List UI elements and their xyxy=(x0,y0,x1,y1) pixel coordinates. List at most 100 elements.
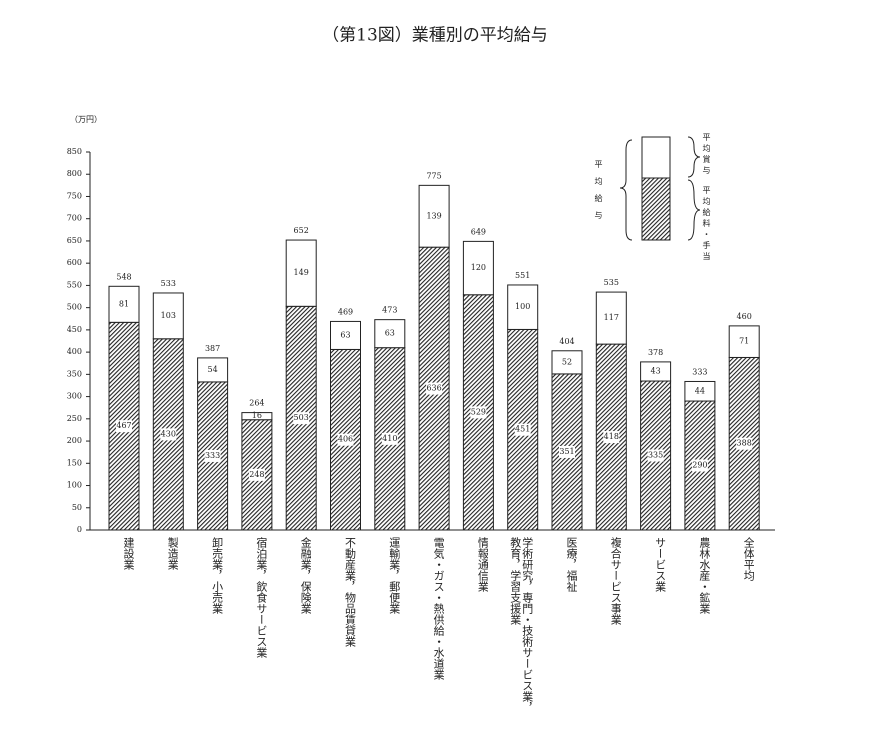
value-label-bg xyxy=(647,449,664,462)
y-unit: （万円） xyxy=(70,115,102,124)
value-label: 103 xyxy=(161,311,176,320)
x-tick-label-box: 建設業 xyxy=(122,537,134,570)
value-label: 63 xyxy=(340,330,350,339)
bar-segment xyxy=(285,239,317,307)
legend-title: 平均給与 xyxy=(594,160,603,228)
legend-label: 平均賞与 xyxy=(702,133,711,177)
value-label-bg xyxy=(293,412,310,425)
total-label: 264 xyxy=(249,399,264,408)
bar-segment xyxy=(551,350,583,375)
x-tick-label: 宿泊業，飲食サービス業 xyxy=(254,537,267,658)
value-label: 467 xyxy=(116,421,131,430)
x-tick-label-box: 学術研究，専門・技術サービス業，教育，学習支援業 xyxy=(508,537,533,713)
total-label: 551 xyxy=(515,271,530,280)
y-tick-label: 200 xyxy=(67,436,82,445)
value-label-bg xyxy=(426,382,443,395)
bar-segment xyxy=(418,184,450,248)
x-tick-label-box: 情報通信業 xyxy=(476,537,489,592)
y-tick-label: 150 xyxy=(67,458,82,467)
x-tick-label: 全体平均 xyxy=(742,537,755,581)
value-label-bg xyxy=(691,459,708,472)
total-label: 378 xyxy=(648,348,663,357)
y-tick-label: 800 xyxy=(67,169,82,178)
legend-swatch xyxy=(641,177,671,241)
bar-segment xyxy=(197,357,229,383)
x-tick-label: 学術研究，専門・技術サービス業，教育，学習支援業 xyxy=(508,537,533,713)
x-tick-label-box: 電気・ガス・熱供給・水道業 xyxy=(432,537,445,680)
x-tick-label-box: 農林水産・鉱業 xyxy=(698,537,710,614)
x-tick-label: 運輸業，郵便業 xyxy=(387,537,400,614)
x-tick-label-box: 金融業，保険業 xyxy=(299,537,312,614)
x-tick-label-box: 不動産業，物品賃貸業 xyxy=(343,537,356,647)
bar-segment xyxy=(241,412,273,421)
value-label: 406 xyxy=(338,435,353,444)
x-tick-label: 建設業 xyxy=(122,537,134,570)
x-tick-label-box: 製造業 xyxy=(166,537,178,570)
x-tick-label-box: サービス業 xyxy=(653,537,666,592)
total-label: 652 xyxy=(294,226,309,235)
value-label-bg xyxy=(248,468,265,481)
value-label-bg xyxy=(381,432,398,445)
value-label: 44 xyxy=(695,386,705,395)
bar-segment xyxy=(595,343,627,531)
x-tick-label-box: 複合サービス事業 xyxy=(609,537,622,625)
y-tick-label: 250 xyxy=(67,414,82,423)
y-tick-label: 650 xyxy=(67,236,82,245)
total-label: 460 xyxy=(737,312,752,321)
x-tick-label: 不動産業，物品賃貸業 xyxy=(343,537,356,647)
value-label: 71 xyxy=(739,337,749,346)
x-tick-label: サービス業 xyxy=(653,537,666,592)
y-tick-label: 0 xyxy=(77,525,82,534)
value-label: 503 xyxy=(294,413,309,422)
y-tick-label: 850 xyxy=(67,147,82,156)
value-label: 451 xyxy=(515,425,530,434)
bar-segment xyxy=(330,320,361,350)
value-label: 100 xyxy=(515,302,530,311)
x-tick-label: 複合サービス事業 xyxy=(609,537,622,625)
value-label: 43 xyxy=(651,366,661,375)
x-tick-label: 電気・ガス・熱供給・水道業 xyxy=(432,537,445,680)
x-tick-label: 金融業，保険業 xyxy=(299,537,312,614)
y-tick-label: 400 xyxy=(67,347,82,356)
value-label: 529 xyxy=(471,407,486,416)
y-tick-label: 300 xyxy=(67,392,82,401)
y-tick-label: 750 xyxy=(67,191,82,200)
x-tick-label-box: 医療，福祉 xyxy=(565,537,577,592)
value-label-bg xyxy=(470,406,487,419)
value-label-bg xyxy=(204,449,221,462)
y-tick-label: 50 xyxy=(72,503,82,512)
bar-segment xyxy=(507,284,539,330)
value-label: 52 xyxy=(562,357,572,366)
value-label: 290 xyxy=(692,461,707,470)
total-label: 649 xyxy=(471,227,486,236)
total-label: 548 xyxy=(116,272,131,281)
bar-segment xyxy=(152,338,184,531)
value-label-bg xyxy=(736,437,753,450)
bar-segment xyxy=(684,380,716,402)
legend-swatch xyxy=(641,136,671,179)
value-label: 54 xyxy=(208,365,218,374)
brace xyxy=(687,179,701,241)
value-label: 636 xyxy=(426,384,441,393)
bar-segment xyxy=(108,285,140,323)
y-tick-label: 350 xyxy=(67,369,82,378)
value-label-bg xyxy=(116,420,132,433)
total-label: 533 xyxy=(161,279,176,288)
bar-segment xyxy=(640,361,672,382)
x-tick-label: 情報通信業 xyxy=(476,537,489,592)
legend-label: 平均給料・手当 xyxy=(702,186,711,263)
value-label: 117 xyxy=(604,313,619,322)
total-label: 775 xyxy=(426,171,441,180)
y-tick-label: 550 xyxy=(67,280,82,289)
value-label: 81 xyxy=(119,299,129,308)
value-label: 139 xyxy=(426,211,441,220)
x-tick-label: 卸売業，小売業 xyxy=(210,537,223,614)
value-label: 430 xyxy=(161,429,176,438)
value-label: 410 xyxy=(382,434,397,443)
value-label: 16 xyxy=(252,411,262,420)
x-tick-label-box: 運輸業，郵便業 xyxy=(387,537,400,614)
bar-segment xyxy=(330,348,361,531)
value-label: 351 xyxy=(559,447,574,456)
y-tick-label: 450 xyxy=(67,325,82,334)
